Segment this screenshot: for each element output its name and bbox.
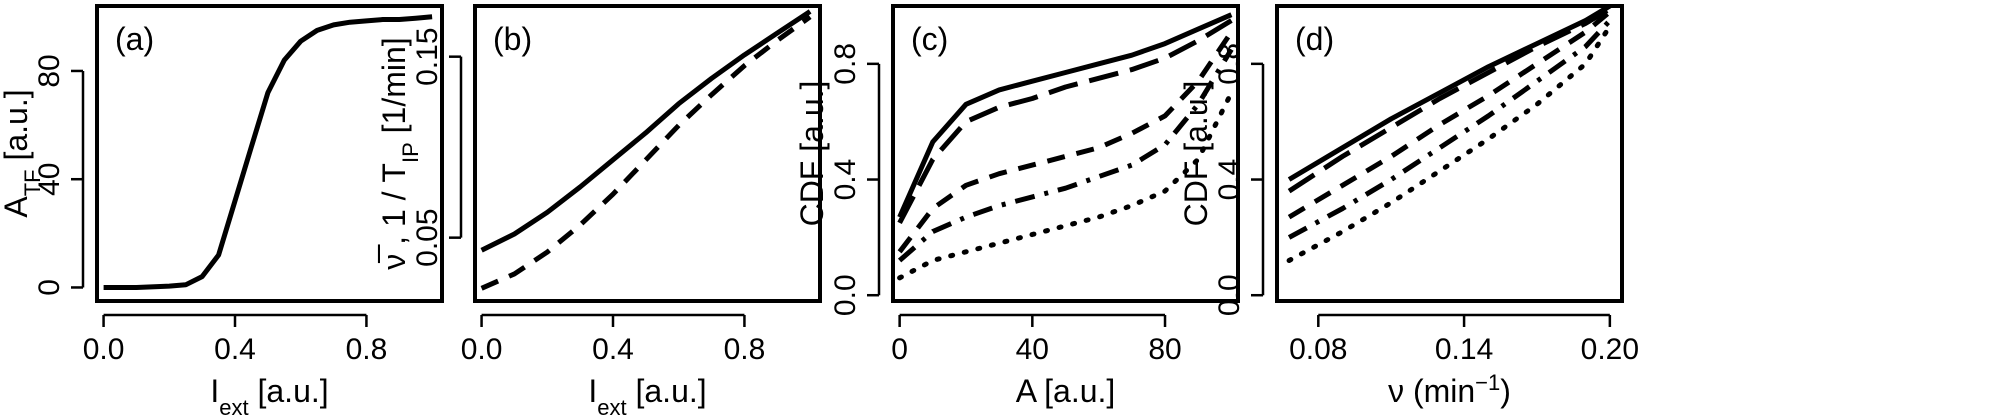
x-axis-label-rest: [a.u.]: [249, 373, 329, 409]
x-tick-label: 0.0: [83, 333, 125, 366]
plot-frame: [891, 4, 1240, 303]
y-axis-label: ν̅ , 1 / TIP [1/min]: [376, 37, 423, 269]
y-tick-label: 80: [33, 54, 66, 87]
y-tick-label: 0.4: [829, 159, 862, 201]
x-axis-label: Iext [a.u.]: [210, 373, 328, 416]
series-line-dotted: [1286, 23, 1613, 263]
x-tick-label: 80: [1148, 333, 1181, 366]
y-axis-label: ATF [a.u.]: [0, 89, 45, 217]
x-axis-label-rest: ): [1500, 373, 1511, 409]
y-axis-label-rest: [a.u.]: [0, 89, 34, 169]
y-axis-label-main: CDF [a.u.]: [1178, 81, 1214, 227]
y-tick-label: 0.4: [1213, 159, 1246, 201]
y-axis-label: CDF [a.u.]: [1178, 81, 1214, 227]
x-tick-label: 0.4: [214, 333, 256, 366]
x-axis-label-sub: ext: [597, 395, 626, 416]
panel-label: (c): [911, 21, 948, 57]
y-tick-label: 0.15: [411, 27, 444, 85]
y-tick-label: 0.0: [829, 274, 862, 316]
y-axis-label-rest: [1/min]: [376, 37, 412, 142]
series-line-longdash: [897, 18, 1233, 225]
x-tick-label: 40: [1016, 333, 1049, 366]
x-tick-label: 0.0: [461, 333, 503, 366]
x-axis-label: Iext [a.u.]: [588, 373, 706, 416]
y-tick-label: 0.8: [829, 43, 862, 85]
x-axis-label-sub: ext: [219, 395, 248, 416]
y-axis-label-sub: TF: [20, 169, 45, 196]
x-axis-label: ν (min−1): [1388, 370, 1511, 410]
panel-d: 0.08 0.14 0.20 0.0 0.4 0.8 (d) ν (min−1) CDF [a.…: [1178, 4, 1639, 410]
y-tick-label: 0.0: [1213, 274, 1246, 316]
y-tick-label: 40: [33, 163, 66, 196]
x-tick-label: 0.8: [346, 333, 388, 366]
series-line-dashed: [480, 14, 812, 291]
series-line-dotted: [897, 90, 1234, 281]
series-line-solid: [1287, 6, 1612, 182]
x-tick-label: 0.14: [1435, 333, 1493, 366]
series-line-dashed: [1287, 9, 1612, 220]
series-line-dashdot: [1287, 18, 1612, 240]
x-tick-label: 0.4: [592, 333, 634, 366]
x-tick-label: 0.08: [1289, 333, 1347, 366]
x-tick-label: 0.20: [1581, 333, 1639, 366]
x-axis-label-main: I: [210, 373, 219, 409]
y-axis-label-sub: IP: [398, 142, 423, 163]
plot-frame: [95, 4, 444, 303]
plot-frame: [1275, 4, 1624, 303]
series-line-dashdot: [897, 48, 1234, 263]
x-axis-label-main: A [a.u.]: [1016, 373, 1116, 409]
y-axis-label-main: ν̅ , 1 / T: [376, 163, 412, 270]
plot-frame: [473, 4, 822, 303]
panel-label: (d): [1295, 21, 1334, 57]
panel-label: (b): [493, 21, 532, 57]
x-tick-label: 0.8: [724, 333, 766, 366]
series-line-solid: [103, 14, 433, 290]
panel-c: 0 40 80 0.0 0.4 0.8 (c) A [a.u.] CDF [a.u.]: [794, 4, 1240, 409]
y-axis-label-main: A: [0, 196, 34, 218]
x-axis-label-sup: −1: [1475, 370, 1500, 395]
x-axis-label: A [a.u.]: [1016, 373, 1116, 409]
y-axis-label-main: CDF [a.u.]: [794, 81, 830, 227]
y-tick-label: 0.8: [1213, 43, 1246, 85]
x-tick-label: 0: [891, 333, 908, 366]
y-tick-label: 0.05: [411, 208, 444, 266]
x-axis-label-main: I: [588, 373, 597, 409]
y-axis-label: CDF [a.u.]: [794, 81, 830, 227]
x-axis-label-main: ν (min: [1388, 373, 1475, 409]
y-tick-label: 0: [33, 279, 66, 296]
series-line-solid: [897, 12, 1233, 219]
series-line-solid: [480, 9, 812, 253]
panel-label: (a): [115, 21, 154, 57]
panel-b: 0.0 0.4 0.8 0.05 0.15 (b) Iext [a.u.] ν̅ , 1 / …: [376, 4, 822, 416]
series-line-longdash: [1287, 6, 1612, 194]
x-axis-label-rest: [a.u.]: [627, 373, 707, 409]
